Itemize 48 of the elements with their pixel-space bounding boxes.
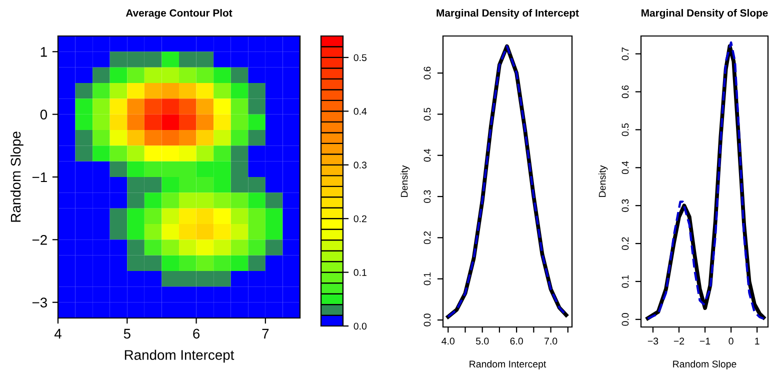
x-tick-label: 4 (54, 328, 62, 338)
x-tick-label: −3 (648, 338, 658, 345)
y-axis-title: Random Slope (10, 132, 24, 222)
y-tick-label: 0.4 (424, 148, 431, 162)
chart-title: Marginal Density of Intercept (436, 9, 579, 19)
x-tick-label: −1 (700, 338, 710, 344)
y-tick-label: 0.0 (424, 314, 431, 326)
x-tick-label: 4.0 (442, 338, 455, 345)
y-tick-label: 0 (40, 110, 48, 120)
y-tick-label: 0.6 (424, 66, 431, 80)
x-axis-title: Random Slope (673, 360, 736, 370)
x-tick-label: 5 (124, 328, 130, 339)
x-tick-label: 6.0 (510, 338, 523, 345)
color-bar-label: 0.3 (354, 162, 367, 169)
color-bar-label: 0.5 (354, 54, 367, 62)
y-tick-label: 0.1 (622, 275, 629, 288)
color-bar-label: 0.1 (354, 269, 366, 276)
y-axis-title: Density (598, 165, 608, 197)
color-bar-label: 0.2 (354, 215, 366, 222)
x-tick-label: 6 (193, 328, 200, 339)
y-tick-label: −2 (32, 235, 47, 245)
y-tick-label: 0.6 (622, 85, 629, 98)
y-tick-label: 0.5 (424, 108, 431, 121)
y-tick-label: 0.2 (622, 237, 629, 250)
x-tick-label: 7.0 (544, 338, 558, 345)
x-axis-title: Random Intercept (470, 360, 546, 370)
color-bar-label: 0.4 (354, 108, 367, 115)
x-tick-label: 7 (262, 328, 269, 338)
y-tick-label: 0.3 (424, 190, 431, 203)
x-tick-label: −2 (674, 338, 684, 344)
y-axis-title: Density (400, 165, 410, 197)
color-bar-label: 0.0 (354, 322, 367, 330)
y-tick-label: 0.3 (622, 199, 629, 212)
x-tick-label: 0 (728, 338, 734, 345)
chart-title: Average Contour Plot (126, 9, 232, 19)
y-tick-label: 0.2 (424, 231, 431, 244)
y-tick-label: −1 (32, 172, 47, 182)
y-tick-label: 0.4 (622, 161, 629, 174)
y-tick-label: 0.1 (424, 272, 431, 286)
y-tick-label: 0.5 (622, 123, 629, 136)
x-tick-label: 1 (755, 338, 760, 344)
y-tick-label: 0.7 (622, 48, 629, 60)
y-tick-label: 0.0 (622, 313, 629, 326)
chart-title: Marginal Density of Slope (642, 9, 768, 19)
x-tick-label: 5.0 (476, 338, 489, 345)
y-tick-label: 1 (40, 47, 47, 57)
x-axis-title: Random Intercept (124, 350, 234, 363)
y-tick-label: −3 (32, 298, 47, 308)
